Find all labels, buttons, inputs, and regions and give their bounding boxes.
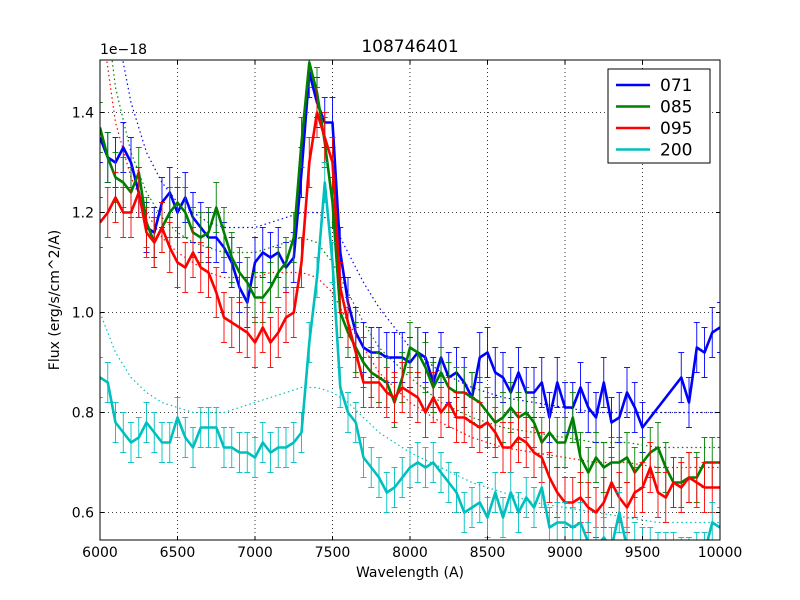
- series-200: [100, 162, 720, 540]
- y-tick-label: 1.4: [72, 106, 94, 122]
- y-tick-label: 1.2: [72, 206, 94, 222]
- model-curve-200: [100, 312, 720, 524]
- y-axis-label: Flux (erg/s/cm^2/A): [47, 230, 63, 370]
- x-tick-label: 8500: [470, 545, 506, 561]
- legend-label-095: 095: [660, 119, 692, 139]
- x-tick-label: 7500: [315, 545, 351, 561]
- legend-label-085: 085: [660, 98, 692, 118]
- chart-title: 108746401: [361, 37, 458, 57]
- axes: 6000 6500 7000 7500 8000 8500 9000 9500 10000 0.6…: [72, 60, 743, 561]
- y-tick-label: 1.0: [72, 306, 94, 322]
- x-tick-label: 7000: [237, 545, 273, 561]
- x-tick-label: 8000: [392, 545, 428, 561]
- x-tick-label: 6500: [160, 545, 196, 561]
- x-tick-label: 9500: [625, 545, 661, 561]
- x-tick-label: 9000: [547, 545, 583, 561]
- y-tick-label: 0.6: [72, 506, 94, 522]
- x-tick-label: 6000: [82, 545, 118, 561]
- legend-label-071: 071: [660, 76, 692, 96]
- x-axis-label: Wavelength (A): [356, 565, 464, 581]
- y-axis-offset-label: 1e−18: [100, 42, 147, 58]
- x-tick-label: 10000: [698, 545, 743, 561]
- legend-label-200: 200: [660, 141, 692, 161]
- legend-box: [607, 68, 711, 164]
- series-line-085: [100, 61, 720, 484]
- data-layer: [100, 60, 720, 540]
- series-line-071: [100, 71, 720, 429]
- y-tick-label: 0.8: [72, 406, 94, 422]
- series-line-200: [100, 181, 720, 540]
